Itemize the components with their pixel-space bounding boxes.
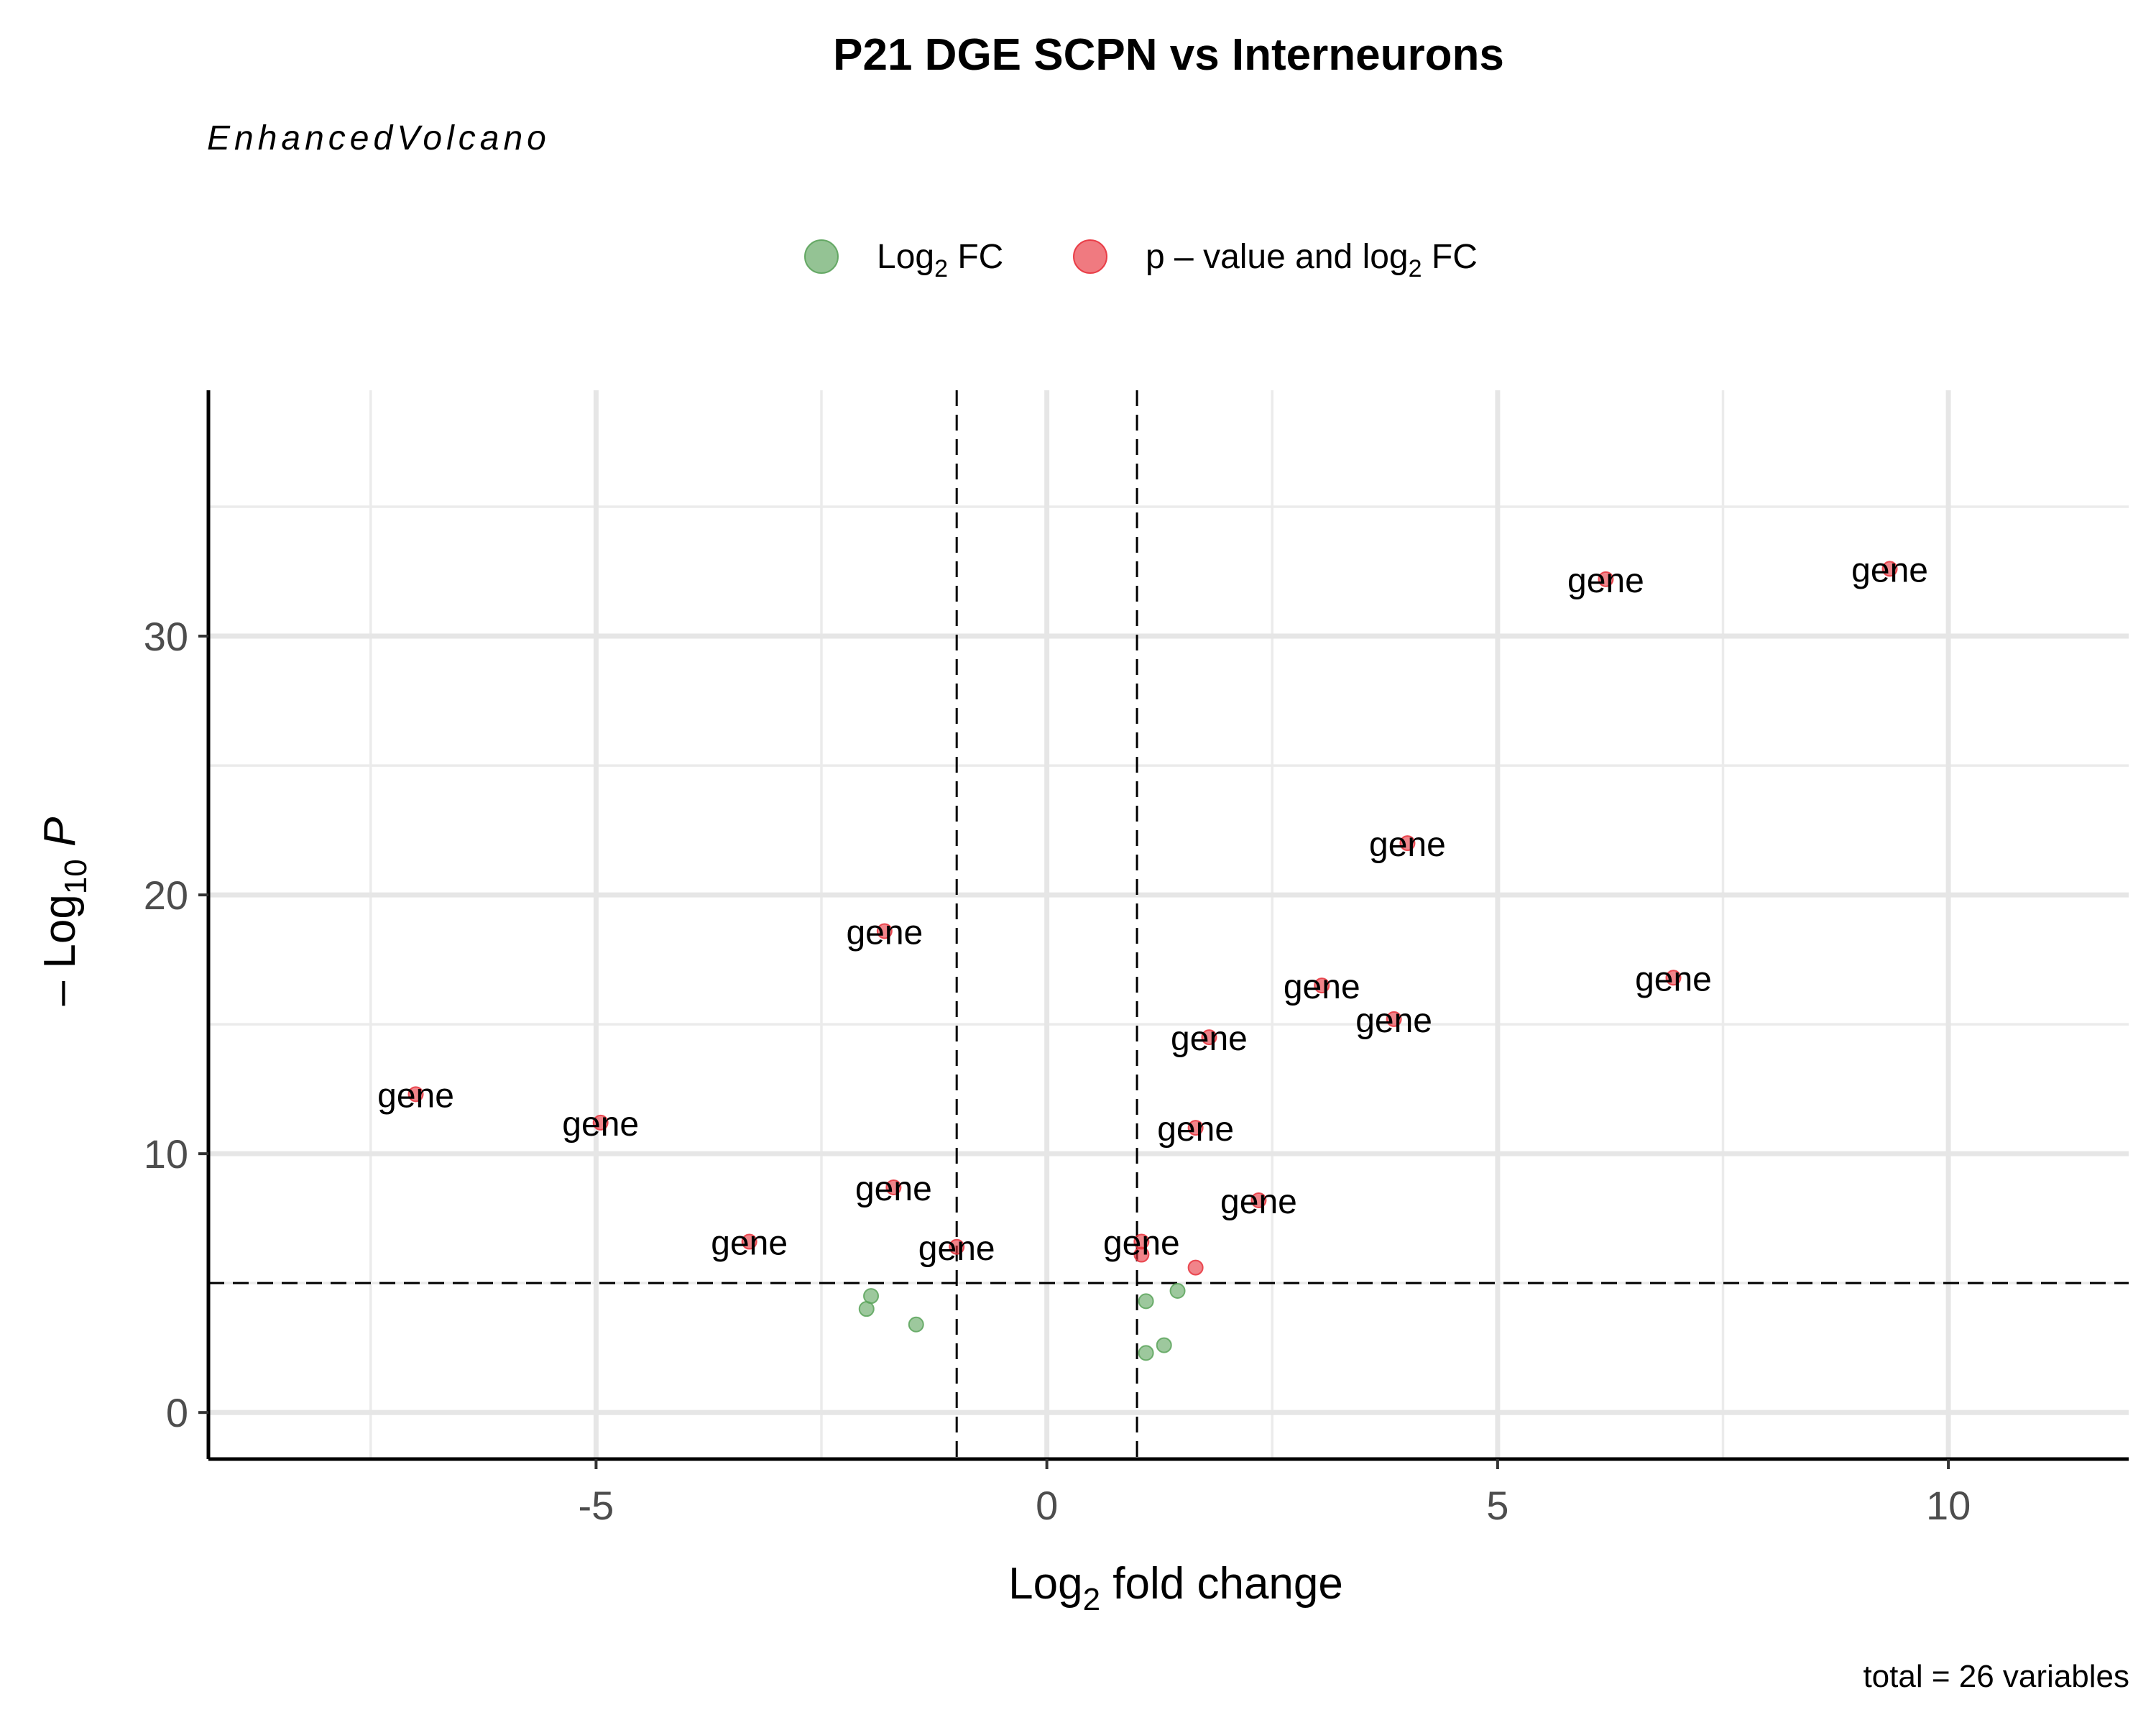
point-pvalue-log2fc [407, 1086, 424, 1103]
tick-labels: -5 0 5 10 0 10 20 30 [144, 614, 1971, 1528]
point-pvalue-log2fc [1250, 1192, 1267, 1208]
cutoff-lines [208, 390, 2129, 1459]
point-label-gene: gene [855, 1170, 932, 1208]
point-log2fc [1169, 1282, 1186, 1299]
y-axis-title: – Log10 P [35, 817, 93, 1006]
point-pvalue-log2fc [949, 1238, 965, 1255]
point-label-gene: gene [1103, 1225, 1180, 1263]
y-tick-label: 30 [144, 614, 188, 659]
point-pvalue-log2fc [1881, 561, 1898, 577]
y-tick-label: 10 [144, 1131, 188, 1177]
point-pvalue-log2fc [1187, 1120, 1204, 1136]
point-labels: genegenegenegenegenegenegenegenegenegene… [377, 551, 1928, 1267]
legend-label-log2fc: Log2 FC [877, 238, 1003, 282]
point-label-gene: gene [918, 1230, 995, 1268]
point-pvalue-log2fc [1598, 571, 1614, 587]
point-pvalue-log2fc [1665, 970, 1682, 986]
point-log2fc [1138, 1293, 1154, 1310]
axes [206, 390, 2129, 1461]
x-tick-label: 10 [1926, 1483, 1971, 1528]
legend-label-pvalue-log2fc: p – value and log2 FC [1146, 238, 1478, 282]
point-label-gene: gene [1355, 1002, 1432, 1040]
point-label-gene: gene [1635, 960, 1712, 998]
point-pvalue-log2fc [1187, 1259, 1204, 1276]
point-pvalue-log2fc [592, 1114, 609, 1131]
chart-subtitle: EnhancedVolcano [207, 119, 550, 157]
point-label-gene: gene [1851, 551, 1928, 589]
grid [208, 390, 2129, 1459]
point-pvalue-log2fc [1201, 1029, 1217, 1046]
x-tick-label: -5 [579, 1483, 614, 1528]
point-pvalue-log2fc [1133, 1246, 1150, 1263]
point-pvalue-log2fc [1399, 835, 1416, 852]
point-pvalue-log2fc [1314, 978, 1330, 994]
point-log2fc [858, 1301, 875, 1317]
point-label-gene: gene [1220, 1183, 1297, 1221]
point-pvalue-log2fc [876, 923, 893, 939]
point-log2fc [1138, 1345, 1154, 1361]
point-log2fc [908, 1316, 924, 1333]
legend-swatch-pvalue-log2fc [1073, 239, 1107, 274]
point-label-gene: gene [1369, 826, 1446, 864]
x-tick-label: 5 [1486, 1483, 1508, 1528]
point-label-gene: gene [1567, 562, 1644, 600]
point-pvalue-log2fc [741, 1233, 757, 1250]
x-tick-label: 0 [1036, 1483, 1058, 1528]
data-points [407, 561, 1898, 1361]
point-label-gene: gene [377, 1077, 454, 1115]
legend-swatch-log2fc [804, 239, 839, 274]
legend: Log2 FC p – value and log2 FC [804, 238, 1478, 282]
point-label-gene: gene [562, 1105, 639, 1144]
point-pvalue-log2fc [1386, 1011, 1402, 1027]
point-label-gene: gene [711, 1225, 788, 1263]
point-label-gene: gene [846, 914, 923, 952]
y-tick-label: 20 [144, 873, 188, 918]
x-axis-title: Log2 fold change [1008, 1559, 1343, 1617]
chart-caption: total = 26 variables [1863, 1659, 2129, 1694]
point-pvalue-log2fc [885, 1179, 902, 1195]
y-tick-label: 0 [166, 1390, 188, 1435]
point-label-gene: gene [1157, 1110, 1234, 1149]
point-label-gene: gene [1171, 1020, 1248, 1058]
chart-title: P21 DGE SCPN vs Interneurons [833, 30, 1504, 80]
point-log2fc [1156, 1337, 1172, 1353]
point-label-gene: gene [1284, 968, 1360, 1006]
point-log2fc [863, 1288, 880, 1305]
